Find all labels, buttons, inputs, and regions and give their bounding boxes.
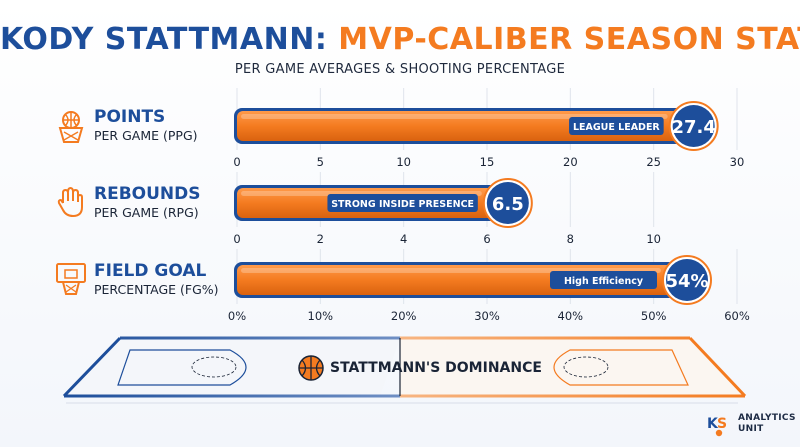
tick-label: 30% bbox=[474, 309, 500, 323]
title-part-stats: MVP-CALIBER SEASON STATS bbox=[338, 22, 800, 57]
svg-text:K: K bbox=[707, 416, 719, 432]
value-label: 6.5 bbox=[492, 194, 524, 215]
court-label: STATTMANN'S DOMINANCE bbox=[330, 360, 542, 376]
tick-label: 30 bbox=[730, 155, 745, 169]
metric-name-points: POINTS bbox=[94, 107, 166, 127]
annotation-label: STRONG INSIDE PRESENCE bbox=[331, 199, 474, 210]
metric-name-field-goal: FIELD GOAL bbox=[94, 261, 207, 281]
tick-label: 5 bbox=[317, 155, 324, 169]
chart-title: KODY STATTMANN: MVP-CALIBER SEASON STATS bbox=[0, 22, 800, 57]
tick-label: 15 bbox=[480, 155, 495, 169]
value-badge bbox=[672, 105, 715, 147]
tick-label: 10% bbox=[308, 309, 334, 323]
tick-label: 4 bbox=[400, 232, 407, 246]
metric-name-rebounds: REBOUNDS bbox=[94, 184, 201, 204]
metric-sub-rebounds: PER GAME (RPG) bbox=[94, 205, 199, 220]
tick-label: 60% bbox=[724, 309, 750, 323]
footer-text: ANALYTICS UNIT bbox=[738, 413, 796, 435]
value-label: 27.4 bbox=[671, 117, 715, 138]
tick-label: 0 bbox=[233, 232, 240, 246]
tick-label: 20% bbox=[391, 309, 417, 323]
value-badge bbox=[666, 259, 708, 301]
title-part-name: KODY STATTMANN: bbox=[0, 22, 328, 57]
hand-icon bbox=[57, 187, 83, 217]
tick-label: 8 bbox=[567, 232, 574, 246]
tick-label: 20 bbox=[563, 155, 578, 169]
annotation-badge bbox=[550, 271, 657, 289]
value-label: 54% bbox=[665, 271, 708, 292]
basketball-icon bbox=[298, 355, 324, 381]
tick-label: 10 bbox=[646, 232, 661, 246]
analytics-logo: K S bbox=[707, 416, 727, 437]
metric-sub-field-goal: PERCENTAGE (FG%) bbox=[94, 282, 219, 297]
annotation-badge bbox=[569, 117, 664, 135]
court-illustration bbox=[62, 336, 747, 404]
tick-label: 0 bbox=[233, 155, 240, 169]
tick-label: 40% bbox=[558, 309, 584, 323]
tick-label: 50% bbox=[641, 309, 667, 323]
annotation-label: High Efficiency bbox=[564, 276, 644, 287]
tick-label: 2 bbox=[317, 232, 324, 246]
chart-subtitle: PER GAME AVERAGES & SHOOTING PERCENTAGE bbox=[234, 62, 566, 77]
svg-text:S: S bbox=[717, 416, 727, 432]
backboard-icon bbox=[56, 263, 86, 295]
bar-highlight bbox=[241, 114, 668, 119]
tick-label: 25 bbox=[646, 155, 661, 169]
basketball-hoop-icon bbox=[58, 111, 84, 143]
annotation-label: LEAGUE LEADER bbox=[573, 122, 660, 133]
tick-label: 10 bbox=[396, 155, 411, 169]
annotation-badge bbox=[327, 194, 478, 212]
tick-label: 0% bbox=[228, 309, 246, 323]
tick-label: 6 bbox=[483, 232, 490, 246]
metric-sub-points: PER GAME (PPG) bbox=[94, 128, 198, 143]
footer-line-1: ANALYTICS bbox=[738, 413, 796, 423]
value-badge bbox=[486, 182, 529, 224]
footer-line-2: UNIT bbox=[738, 424, 764, 434]
